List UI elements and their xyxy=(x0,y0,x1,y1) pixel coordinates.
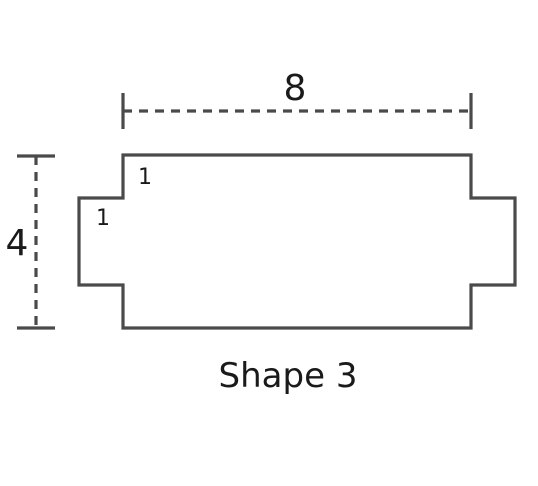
height-dimension-label: 4 xyxy=(6,223,29,264)
width-dimension: 8 xyxy=(121,68,473,129)
width-dimension-label: 8 xyxy=(284,68,307,109)
notch-height-label: 1 xyxy=(96,206,110,231)
height-dimension: 4 xyxy=(4,154,55,330)
shape-outline xyxy=(77,153,517,330)
notch-width-label: 1 xyxy=(138,165,152,190)
shape-caption: Shape 3 xyxy=(219,356,358,396)
height-label-backdrop xyxy=(4,222,30,260)
